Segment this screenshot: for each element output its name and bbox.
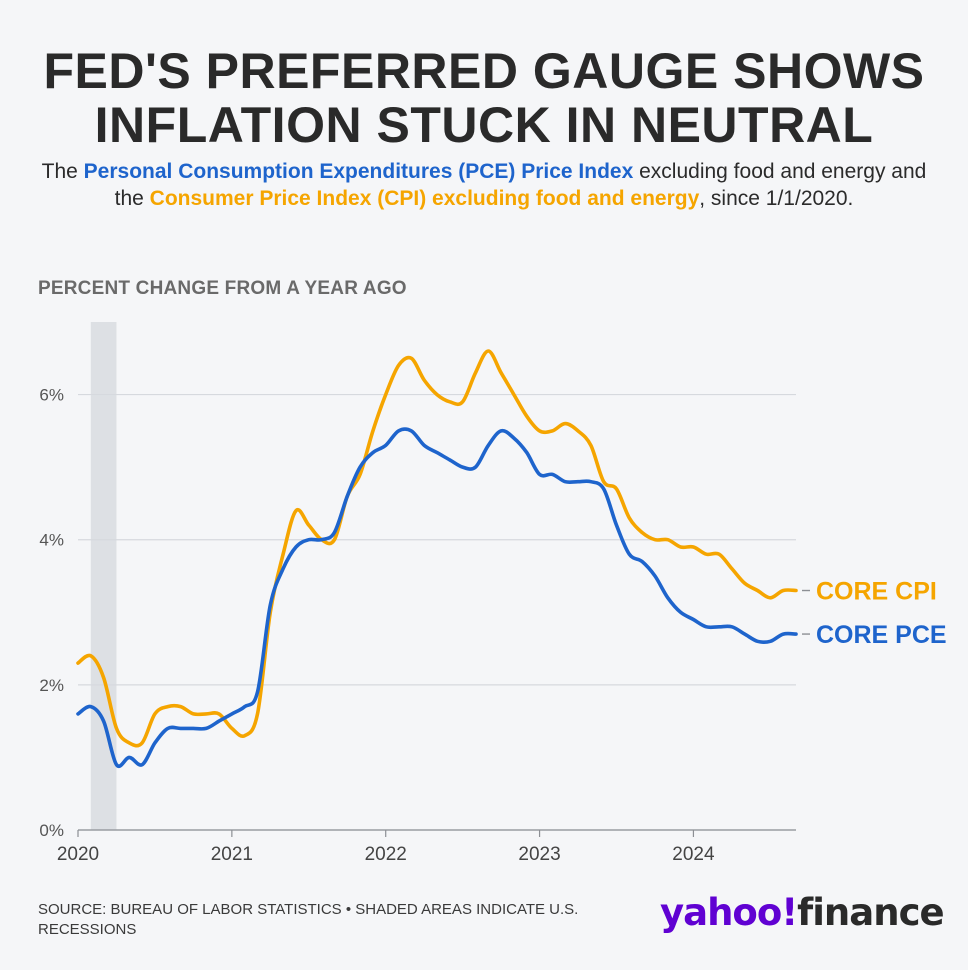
logo-product: finance [797,891,944,934]
yahoo-finance-logo: yahoo!finance [660,888,945,938]
y-axis-title: PERCENT CHANGE FROM A YEAR AGO [38,278,407,299]
grid-layer [78,393,796,831]
subtitle-part-2: excluding food and energy and the [114,160,927,210]
x-tick-label-2023: 2023 [518,844,560,865]
series-layer [76,349,798,768]
x-tick-label-2024: 2024 [672,844,715,865]
y-tick-label-4: 4% [39,531,64,550]
source-note: SOURCE: BUREAU OF LABOR STATISTICS • SHA… [38,901,579,938]
x-tick-label-2022: 2022 [365,844,407,865]
subtitle-cpi-name: Consumer Price Index (CPI) excluding foo… [149,187,700,210]
end-label-core-cpi: CORE CPI [816,578,937,606]
y-tick-label-6: 6% [39,386,64,405]
logo-brand: yahoo! [660,891,798,934]
subtitle: The Personal Consumption Expenditures (P… [40,158,928,212]
headline-line-2: INFLATION STUCK IN NEUTRAL [94,97,874,153]
recession-band-1 [90,322,117,830]
axis-layer: 0% 2% 4% 6% 2020 2021 2022 2023 2024 [39,386,796,865]
headline-line-1: FED'S PREFERRED GAUGE SHOWS [43,43,925,99]
subtitle-part-3: , since 1/1/2020. [699,187,854,210]
subtitle-pce-name: Personal Consumption Expenditures (PCE) … [83,160,634,183]
end-label-core-pce: CORE PCE [816,621,947,649]
series-line-core-cpi [76,349,798,748]
label-layer: CORE CPI CORE PCE [802,578,947,649]
series-line-core-pce [76,427,798,768]
subtitle-part-1: The [41,160,84,183]
y-tick-label-2: 2% [39,676,64,695]
headline: FED'S PREFERRED GAUGE SHOWS INFLATION ST… [0,44,968,152]
recession-layer [90,322,117,830]
line-chart: 0%2%4%6%2020 2021 2022 2023 2024 CORE CPICOR… [39,322,947,865]
x-tick-label-2020: 2020 [57,844,99,865]
x-tick-label-2021: 2021 [211,844,253,865]
y-tick-label-0: 0% [39,821,64,840]
